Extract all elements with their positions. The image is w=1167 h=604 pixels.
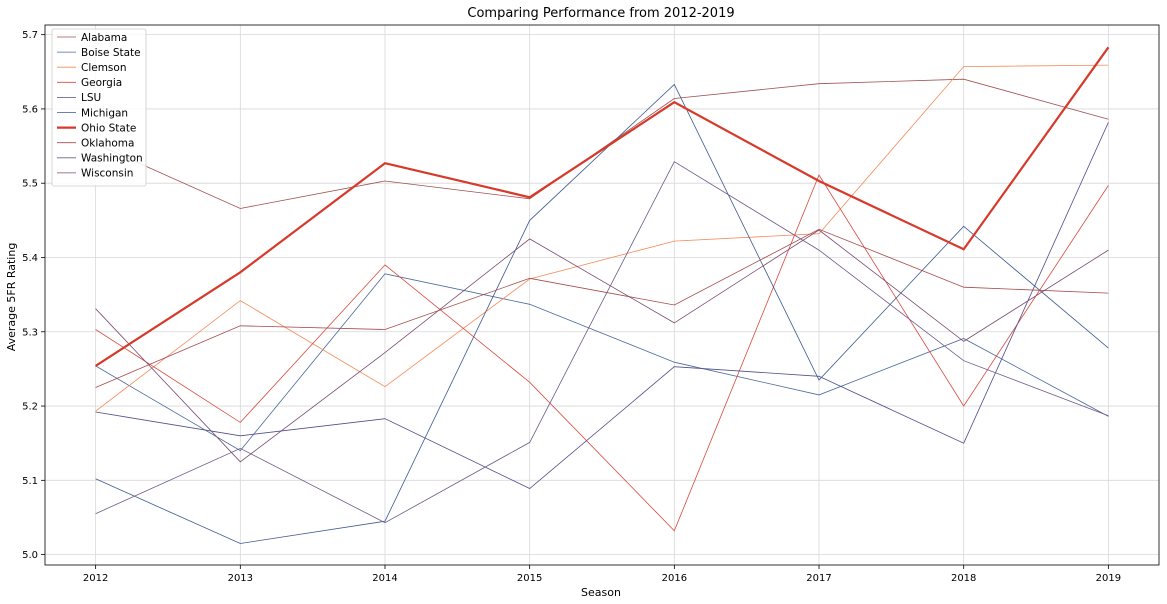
series-line-wisconsin [95, 229, 1109, 463]
y-tick-label: 5.3 [22, 327, 38, 338]
series-lines [95, 46, 1110, 544]
x-tick-label: 2019 [1096, 573, 1121, 584]
y-tick-label: 5.2 [22, 402, 38, 413]
series-line-lsu [95, 122, 1109, 489]
y-tick-label: 5.4 [22, 253, 38, 264]
legend-label: Alabama [81, 32, 127, 44]
series-line-alabama [95, 78, 1109, 209]
x-axis-label: Season [581, 586, 621, 599]
series-line-michigan [95, 83, 1109, 544]
y-tick-label: 5.7 [22, 30, 38, 41]
x-tick-label: 2013 [228, 573, 253, 584]
legend-label: Georgia [81, 77, 122, 89]
legend-label: Clemson [81, 62, 127, 74]
series-line-georgia [95, 174, 1109, 532]
x-tick-label: 2014 [372, 573, 397, 584]
y-tick-label: 5.1 [22, 476, 38, 487]
series-line-clemson [95, 64, 1109, 412]
legend-label: Michigan [81, 107, 128, 119]
legend-box [51, 28, 147, 187]
x-tick-label: 2012 [83, 573, 108, 584]
y-tick-label: 5.5 [22, 179, 38, 190]
legend-label: LSU [81, 92, 101, 104]
y-tick-label: 5.0 [22, 550, 38, 561]
x-tick-label: 2017 [806, 573, 831, 584]
axis-ticks: 2012 2013 2014 2015 2016 2017 2018 2019 5.0 5.1 5.… [22, 30, 1121, 584]
grid [45, 25, 1159, 565]
series-line-oklahoma [95, 228, 1109, 388]
legend: Alabama Boise State Clemson Georgia LSU Michi… [51, 28, 147, 187]
legend-label: Wisconsin [81, 168, 133, 180]
legend-label: Oklahoma [81, 138, 134, 150]
series-line-washington [95, 161, 1109, 524]
legend-label: Ohio State [81, 122, 136, 134]
legend-label: Washington [81, 153, 143, 165]
y-tick-label: 5.6 [22, 104, 38, 115]
legend-label: Boise State [81, 47, 141, 59]
x-tick-label: 2016 [662, 573, 687, 584]
plot-frame [44, 24, 1160, 566]
series-line-boise-state [95, 273, 1109, 452]
x-tick-label: 2015 [517, 573, 542, 584]
chart-title: Comparing Performance from 2012-2019 [467, 6, 734, 21]
y-axis-label: Average 5FR Rating [5, 243, 18, 352]
x-tick-label: 2018 [951, 573, 976, 584]
series-line-ohio-state [95, 46, 1110, 367]
